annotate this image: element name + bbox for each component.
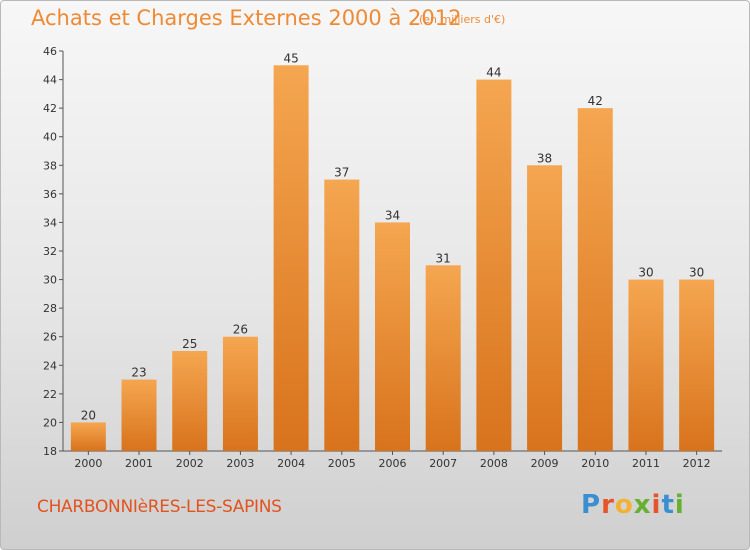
- bar-value-label: 30: [638, 266, 653, 280]
- bar-value-label: 44: [486, 66, 501, 80]
- commune-name: CHARBONNIèRES-LES-SAPINS: [37, 497, 282, 517]
- y-tick-label: 28: [43, 302, 57, 315]
- y-tick-label: 26: [43, 331, 57, 344]
- bar: [273, 65, 309, 452]
- bar-value-label: 25: [182, 337, 197, 351]
- y-tick-label: 42: [43, 102, 57, 115]
- chart-labels: 2000 20 2001 23 2002 25 2003 26 2004 45 2005 37 2006…: [74, 51, 710, 470]
- x-tick-label: 2010: [581, 457, 609, 470]
- y-tick-label: 20: [43, 416, 57, 429]
- chart-subtitle: (en milliers d'€): [419, 13, 506, 26]
- x-tick-label: 2005: [328, 457, 356, 470]
- x-tick-label: 2011: [632, 457, 660, 470]
- logo-letter: x: [633, 490, 652, 520]
- bar-value-label: 34: [385, 208, 400, 222]
- logo-letter: i: [651, 490, 662, 520]
- x-tick-label: 2002: [176, 457, 204, 470]
- logo-letter: t: [661, 490, 675, 520]
- y-tick-label: 46: [43, 45, 57, 58]
- x-tick-label: 2001: [125, 457, 153, 470]
- x-tick-label: 2012: [683, 457, 711, 470]
- y-tick-label: 38: [43, 159, 57, 172]
- x-tick-label: 2006: [379, 457, 407, 470]
- x-tick-label: 2000: [74, 457, 102, 470]
- y-tick-label: 30: [43, 274, 57, 287]
- bar: [527, 165, 563, 452]
- y-tick-label: 22: [43, 388, 57, 401]
- bar-value-label: 30: [689, 266, 704, 280]
- bar-value-label: 37: [334, 166, 349, 180]
- chart-axes: 18 20 22 24 26 28 30 32 34 36 38 40 42 44 46: [43, 45, 722, 458]
- logo-letter: r: [601, 490, 615, 520]
- x-tick-label: 2009: [531, 457, 559, 470]
- bar: [121, 379, 157, 451]
- proxiti-logo: Proxiti: [581, 490, 685, 520]
- bar-value-label: 20: [81, 408, 96, 422]
- bar: [375, 222, 410, 451]
- bar-value-label: 42: [588, 94, 603, 108]
- chart-title: Achats et Charges Externes 2000 à 2012: [31, 6, 462, 30]
- bar: [476, 79, 512, 452]
- bar-value-label: 23: [131, 366, 146, 380]
- bar-value-label: 31: [436, 251, 451, 265]
- bar: [679, 279, 715, 451]
- logo-letter: o: [614, 490, 634, 520]
- x-tick-label: 2004: [277, 457, 305, 470]
- x-tick-label: 2008: [480, 457, 508, 470]
- bar: [324, 179, 360, 452]
- x-tick-label: 2003: [226, 457, 254, 470]
- chart-bars: [70, 65, 715, 452]
- bar-value-label: 45: [283, 51, 298, 65]
- y-tick-label: 18: [43, 445, 57, 458]
- logo-letter: P: [581, 490, 602, 520]
- bar: [70, 422, 106, 451]
- y-tick-label: 44: [43, 74, 57, 87]
- y-tick-label: 24: [43, 359, 57, 372]
- bar-value-label: 26: [233, 323, 248, 337]
- logo-letter: i: [674, 490, 685, 520]
- bar: [577, 108, 613, 452]
- x-tick-label: 2007: [429, 457, 457, 470]
- bar: [628, 279, 664, 451]
- y-tick-label: 36: [43, 188, 57, 201]
- bar: [222, 336, 258, 451]
- bar: [172, 351, 208, 451]
- y-tick-label: 40: [43, 131, 57, 144]
- y-tick-label: 34: [43, 216, 57, 229]
- bar: [425, 265, 461, 451]
- bar-value-label: 38: [537, 151, 552, 165]
- y-tick-label: 32: [43, 245, 57, 258]
